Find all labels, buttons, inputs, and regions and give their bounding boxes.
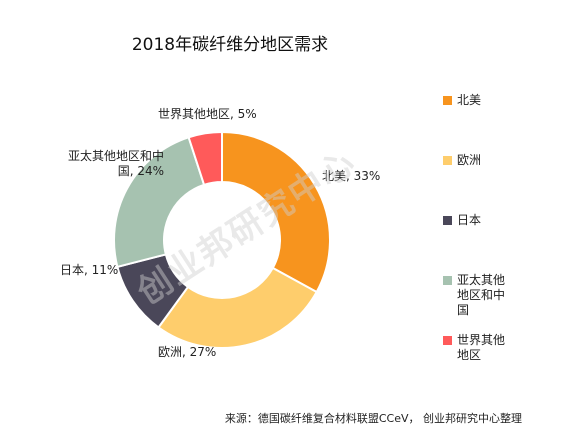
slice-label-3: 亚太其他地区和中国, 24%	[68, 148, 164, 178]
legend-item-2: 日本	[443, 213, 513, 228]
source-note: 来源：德国碳纤维复合材料联盟CCeV， 创业邦研究中心整理	[224, 412, 522, 425]
slice-4	[187, 130, 223, 187]
legend-swatch	[443, 336, 452, 345]
legend-swatch	[443, 156, 452, 165]
chart-title: 2018年碳纤维分地区需求	[131, 35, 329, 55]
legend-swatch	[443, 96, 452, 105]
slice-label-0: 北美, 33%	[322, 169, 380, 183]
slice-0	[221, 130, 331, 294]
slice-label-1: 欧洲, 27%	[158, 345, 216, 359]
legend-label: 日本	[457, 213, 482, 227]
legend-label: 世界其他地区	[457, 333, 506, 362]
legend-label: 亚太其他地区和中国	[457, 273, 506, 317]
legend-label: 欧洲	[457, 153, 482, 167]
legend-swatch	[443, 216, 452, 225]
slice-1	[157, 266, 318, 349]
slice-3	[113, 136, 206, 269]
legend-label: 北美	[457, 93, 482, 107]
slice-label-4: 世界其他地区, 5%	[158, 107, 257, 121]
legend-item-0: 北美	[443, 93, 513, 108]
legend-swatch	[443, 276, 452, 285]
legend-item-4: 世界其他地区	[443, 333, 513, 363]
slice-label-2: 日本, 11%	[60, 263, 118, 277]
legend-item-1: 欧洲	[443, 153, 513, 168]
legend-item-3: 亚太其他地区和中国	[443, 273, 513, 318]
